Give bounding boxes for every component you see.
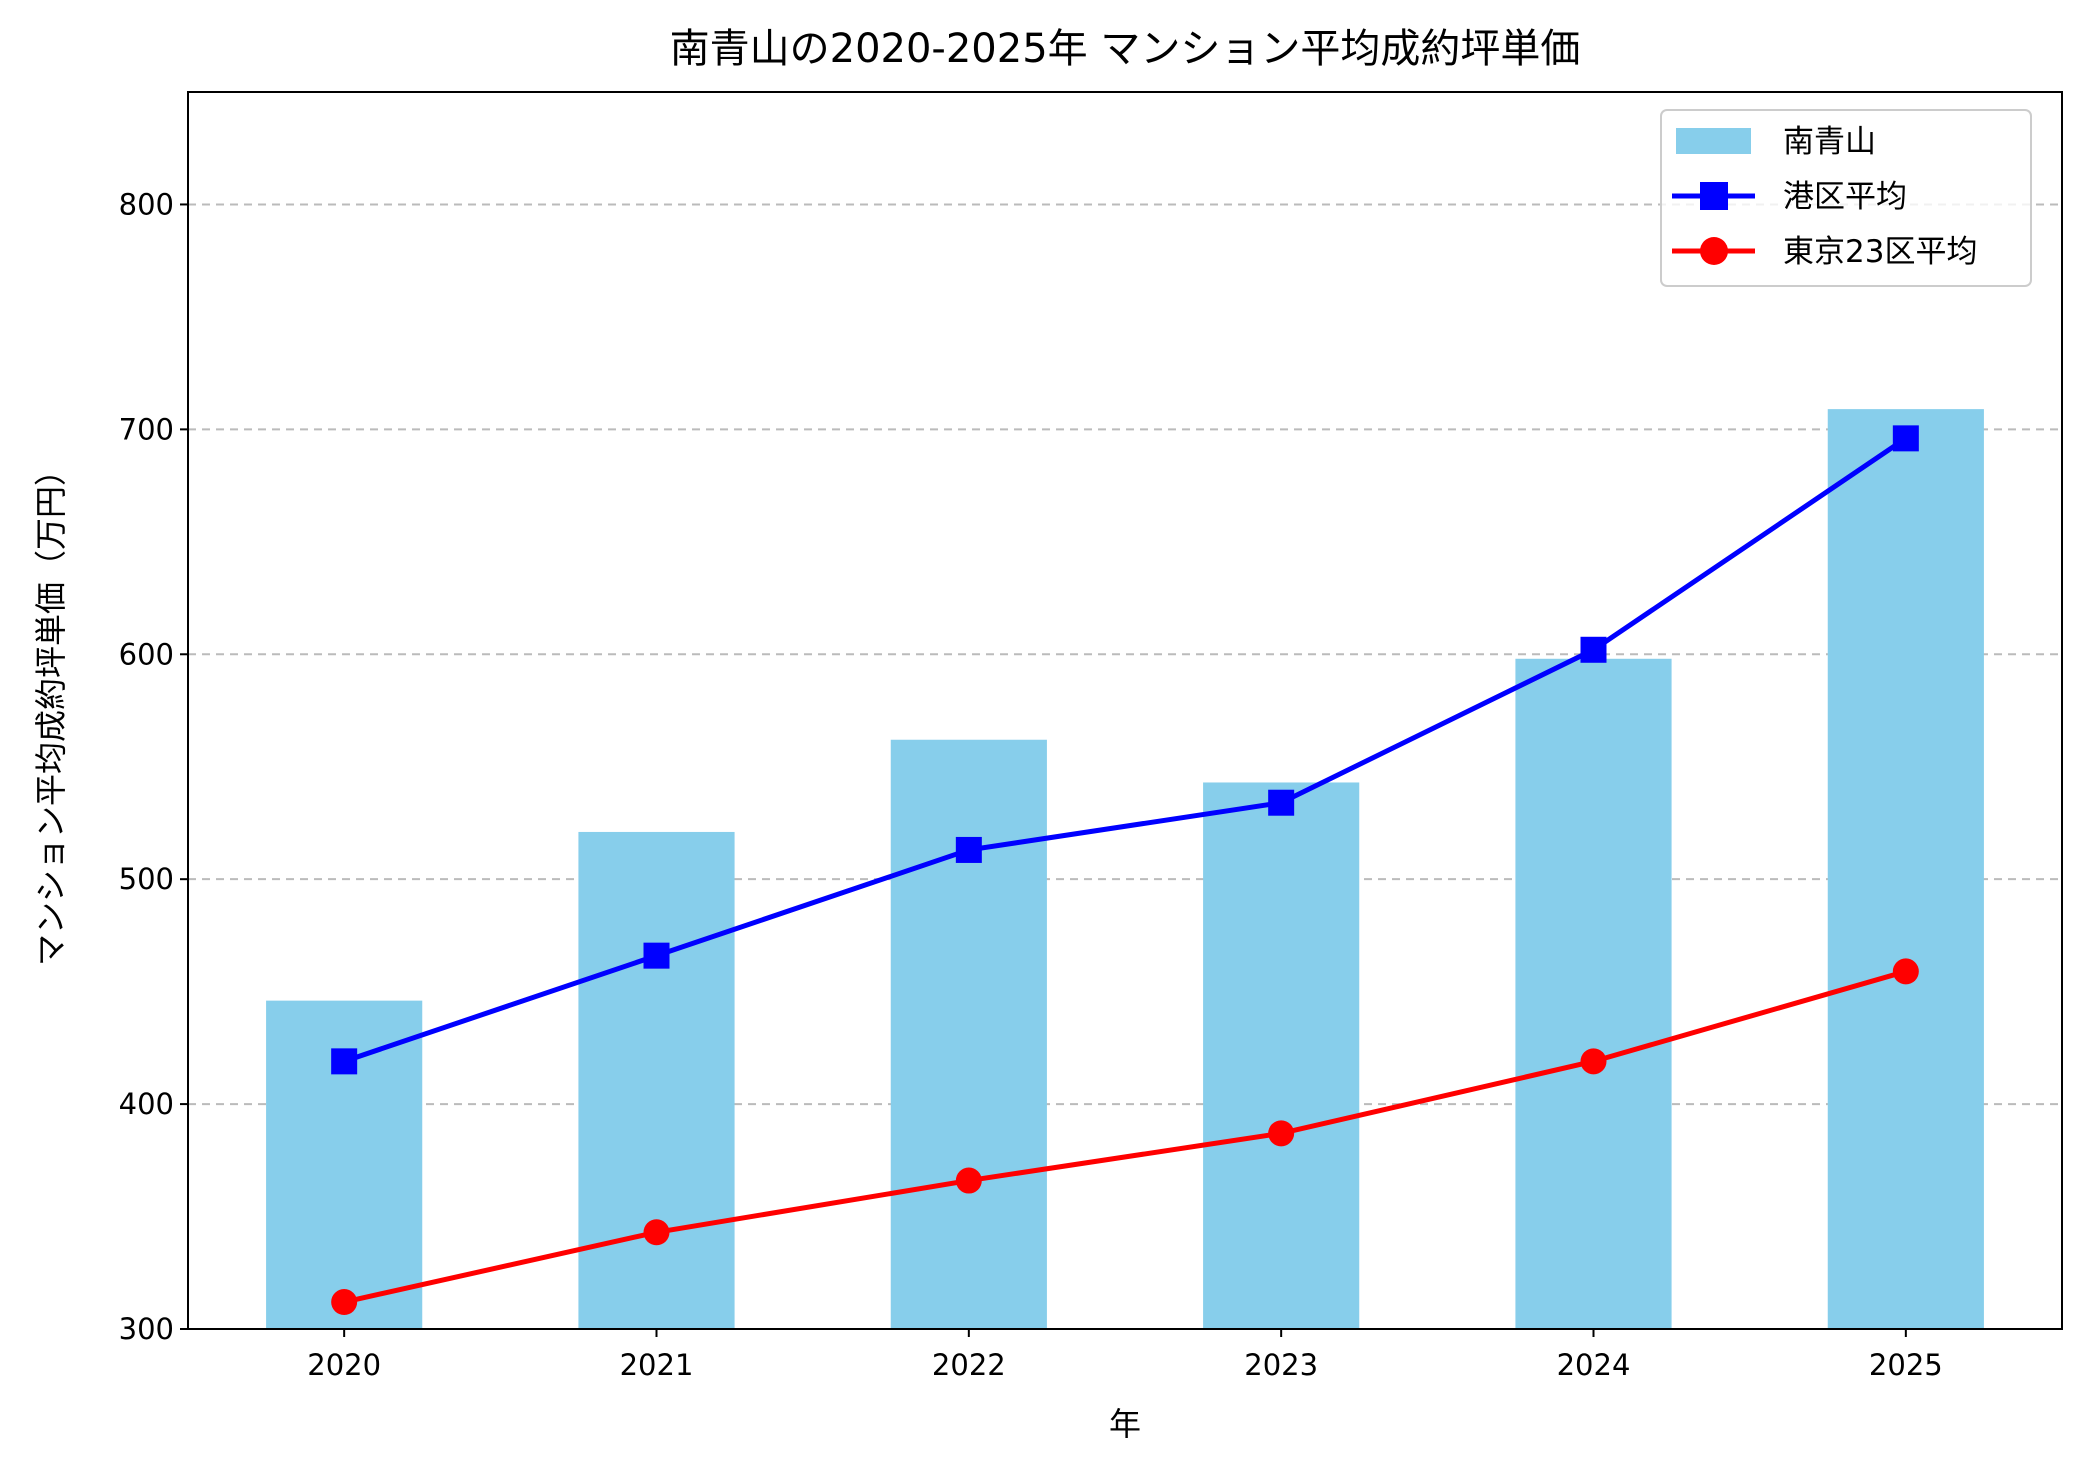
series-line xyxy=(343,436,1908,1064)
lines xyxy=(331,425,1919,1316)
data-point xyxy=(331,1048,358,1075)
x-axis: 2020 2021 2022 2023 2024 2025 xyxy=(307,1329,1943,1382)
bar xyxy=(1515,658,1672,1329)
data-point xyxy=(1892,425,1919,452)
bar xyxy=(1827,409,1984,1329)
x-tick-label: 2023 xyxy=(1244,1348,1318,1382)
y-tick-label: 300 xyxy=(119,1312,174,1346)
x-tick-label: 2021 xyxy=(620,1348,694,1382)
bar xyxy=(890,739,1047,1329)
y-tick-label: 600 xyxy=(119,637,174,671)
data-point xyxy=(1580,1048,1607,1075)
gridlines xyxy=(188,203,2062,1106)
data-point xyxy=(1268,1120,1295,1147)
x-tick-label: 2024 xyxy=(1557,1348,1631,1382)
legend-label: 南青山 xyxy=(1783,124,1876,160)
data-point xyxy=(1268,789,1295,816)
data-point xyxy=(643,942,670,969)
bar xyxy=(1203,782,1360,1329)
data-point xyxy=(1892,958,1919,985)
x-tick-label: 2020 xyxy=(307,1348,381,1382)
legend-label: 東京23区平均 xyxy=(1783,234,1977,270)
y-tick-label: 400 xyxy=(119,1087,174,1121)
data-point xyxy=(1580,636,1607,663)
y-axis-label: マンション平均成約坪単価（万円） xyxy=(32,454,70,966)
data-point xyxy=(955,1167,982,1194)
plot-frame xyxy=(187,91,2063,1330)
legend-swatch xyxy=(1676,128,1751,154)
legend-marker xyxy=(1700,182,1728,210)
chart-title: 南青山の2020-2025年 マンション平均成約坪単価 xyxy=(670,26,1581,72)
data-point xyxy=(331,1289,358,1316)
bar xyxy=(578,831,735,1329)
x-tick-label: 2022 xyxy=(932,1348,1006,1382)
legend-label: 港区平均 xyxy=(1783,179,1907,215)
data-point xyxy=(643,1219,670,1246)
x-axis-label: 年 xyxy=(1109,1405,1141,1443)
y-tick-label: 500 xyxy=(119,862,174,896)
legend-box xyxy=(1660,109,2032,287)
legend-marker xyxy=(1700,237,1728,265)
y-tick-label: 700 xyxy=(119,412,174,446)
bars xyxy=(266,409,1984,1329)
y-axis: 300 400 500 600 700 800 xyxy=(119,187,188,1346)
x-tick-label: 2025 xyxy=(1869,1348,1943,1382)
series-line xyxy=(343,968,1907,1305)
data-point xyxy=(955,836,982,863)
y-tick-label: 800 xyxy=(119,187,174,221)
